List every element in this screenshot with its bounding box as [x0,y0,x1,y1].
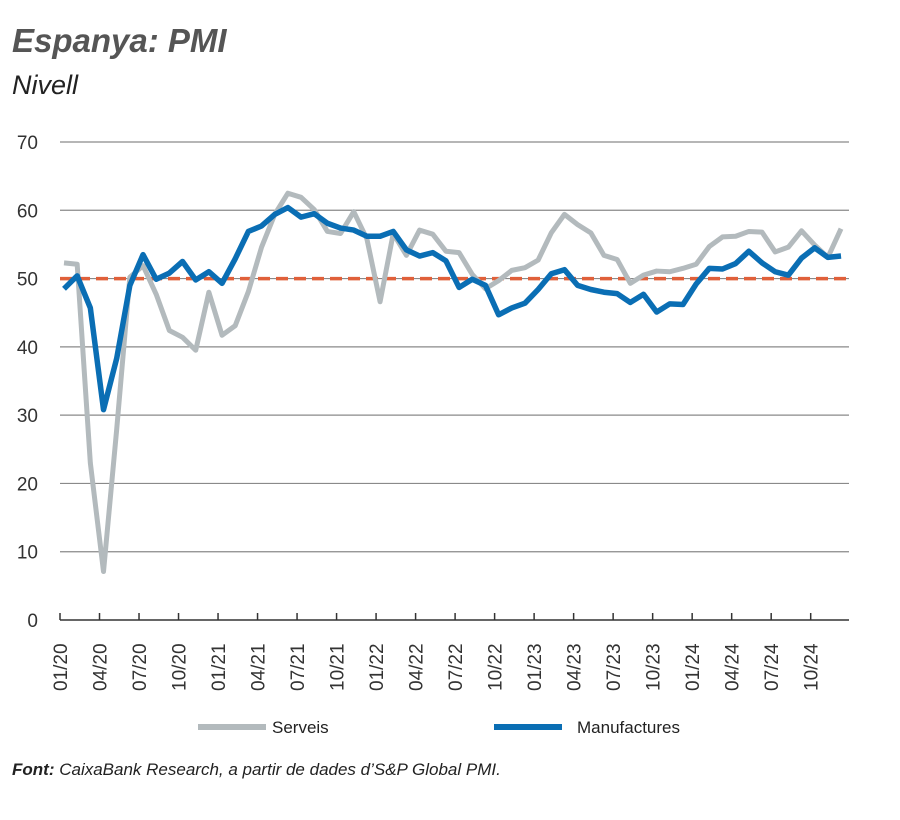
x-tick-label: 04/22 [407,643,428,691]
y-tick-label: 30 [17,406,38,427]
source-note: Font: CaixaBank Research, a partir de da… [12,760,501,780]
x-tick-label: 10/20 [170,643,191,691]
series-line-manufactures [62,204,842,413]
y-tick-label: 20 [17,474,38,495]
x-tick-label: 07/24 [762,643,783,691]
x-tick-label: 10/22 [486,643,507,691]
x-tick-label: 07/20 [130,643,151,691]
y-tick-label: 40 [17,338,38,359]
chart-subtitle: Nivell [12,70,79,100]
y-tick-label: 50 [17,270,38,291]
x-tick-label: 10/21 [328,643,349,691]
legend-label: Manufactures [577,718,680,737]
y-tick-label: 60 [17,201,38,222]
legend-label: Serveis [272,718,329,737]
x-tick-label: 01/20 [51,643,72,691]
x-tick-label: 04/21 [249,643,270,691]
y-tick-label: 70 [17,133,38,154]
chart-title: Espanya: PMI [12,22,227,59]
x-tick-label: 01/24 [683,643,704,691]
x-tick-label: 01/21 [209,643,230,691]
series-line-serveis [63,190,844,575]
x-tick-label: 07/23 [604,643,625,691]
source-text: CaixaBank Research, a partir de dades d’… [54,760,501,779]
source-label: Font: [12,760,55,779]
x-tick-label: 07/22 [446,643,467,691]
x-tick-label: 07/21 [288,643,309,691]
x-tick-label: 04/20 [91,643,112,691]
x-tick-label: 10/23 [644,643,665,691]
y-tick-label: 10 [17,543,38,564]
x-tick-label: 10/24 [802,643,823,691]
x-tick-label: 01/22 [367,643,388,691]
y-tick-label: 0 [27,611,38,632]
x-tick-label: 04/23 [565,643,586,691]
x-tick-label: 04/24 [723,643,744,691]
x-tick-label: 01/23 [525,643,546,691]
